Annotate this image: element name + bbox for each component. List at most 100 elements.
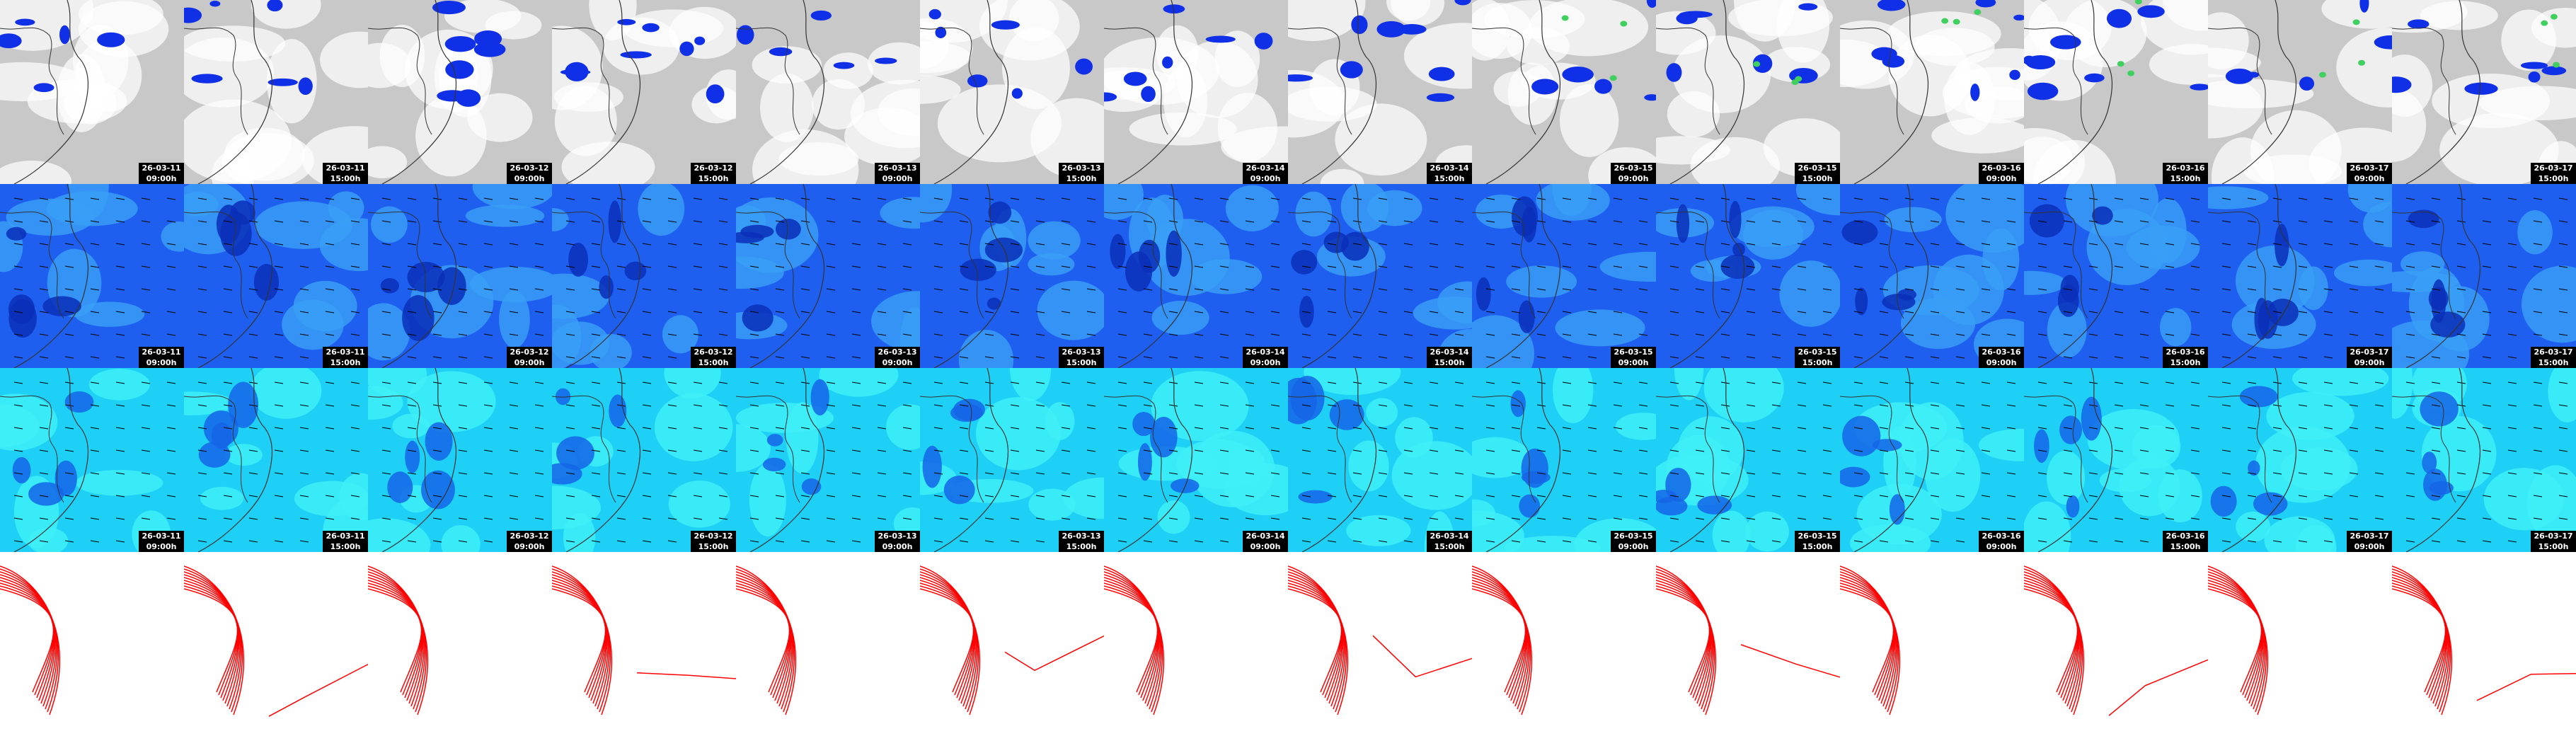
wind-barb [2482, 265, 2492, 268]
field-patch [668, 481, 730, 528]
wind-barb [2088, 472, 2098, 475]
wind-barb [1669, 311, 1679, 314]
wind-barb [2006, 427, 2016, 430]
wind-barb [458, 311, 468, 314]
wind-barb [902, 472, 912, 475]
map-image [2208, 565, 2269, 715]
border [1840, 27, 1904, 135]
rain-cell [1871, 47, 1897, 61]
wind-barb [1930, 449, 1940, 452]
wind-barb [2323, 265, 2333, 268]
wind-barb [2139, 311, 2149, 314]
coastline [1301, 368, 1377, 552]
cloud [1690, 137, 1781, 184]
rain-cell [97, 32, 125, 47]
wind-barb [1010, 449, 1020, 452]
wind-barb [299, 404, 309, 407]
wind-barb [1301, 472, 1311, 475]
wind-barb [2374, 311, 2384, 314]
wind-barb [2063, 517, 2073, 520]
wind-barb [274, 517, 284, 520]
wind-barb [1613, 243, 1623, 246]
wind-barb [13, 243, 23, 246]
label-date: 26-03-13 [1062, 531, 1101, 541]
wind-barb [2405, 197, 2415, 200]
wind-barb [90, 472, 100, 475]
wind-barb [197, 220, 207, 223]
wind-barb [2006, 381, 2016, 384]
wind-barb [1930, 288, 1940, 291]
wind-barb [2482, 517, 2492, 520]
wind-barb [1403, 197, 1413, 200]
wind-barb [718, 404, 728, 407]
wind-barb [1720, 427, 1730, 430]
wind-barb [2405, 243, 2415, 246]
border [2024, 395, 2088, 503]
rain-cell [432, 1, 466, 15]
wind-barb [381, 197, 391, 200]
wind-barb [1061, 265, 1071, 268]
wind-barb [274, 265, 284, 268]
label-date: 26-03-13 [875, 715, 920, 725]
wind-barb [1955, 356, 1965, 359]
wind-barb [2323, 288, 2333, 291]
map-image [736, 368, 920, 552]
wind-barb [2558, 288, 2568, 291]
wind-barb [2139, 265, 2149, 268]
wind-barb [1879, 311, 1889, 314]
border [0, 395, 64, 503]
wind-barb [2405, 404, 2415, 407]
wind-barb [1771, 404, 1781, 407]
border [552, 211, 616, 319]
wind-barb [1904, 472, 1914, 475]
wind-barb [1955, 197, 1965, 200]
wind-barb [1378, 356, 1388, 359]
contour [1104, 577, 1160, 704]
label-date: 26-03-16 [1979, 715, 2024, 725]
border [2208, 27, 2272, 135]
wind-barb [2533, 333, 2543, 336]
field-patch [225, 444, 263, 466]
wind-barb [248, 333, 258, 336]
wind-barb [1746, 220, 1756, 223]
map-image [1288, 0, 1472, 184]
wind-barb [1245, 495, 1255, 498]
field-patch [1472, 437, 1531, 478]
rain-cell [1254, 33, 1273, 50]
wind-barb [2114, 243, 2124, 246]
cloud [320, 31, 368, 88]
wind-barb [1143, 540, 1153, 543]
cloud [2531, 8, 2576, 48]
field-patch [556, 436, 594, 470]
wind-barb [2247, 472, 2257, 475]
wind-barb [642, 540, 652, 543]
wind-barb [1562, 427, 1572, 430]
wind-barb [1695, 288, 1705, 291]
field-patch [2034, 429, 2049, 463]
wind-barb [39, 495, 49, 498]
wind-barb [90, 517, 100, 520]
label-time: 09:00h [514, 542, 545, 551]
wind-barb [2482, 495, 2492, 498]
wind-barb [1086, 288, 1096, 291]
wind-barb [1352, 311, 1362, 314]
wind-barb [2323, 311, 2333, 314]
rain-core [2127, 70, 2135, 76]
wind-barb [1429, 404, 1439, 407]
label-time: 09:00h [1986, 358, 2017, 367]
wind-barb [1010, 243, 1020, 246]
wind-barb [1035, 220, 1045, 223]
field-patch [441, 525, 481, 552]
rain-cell [444, 35, 476, 52]
wind-barb [1771, 265, 1781, 268]
map-image [2024, 184, 2200, 368]
rain-cell [928, 8, 941, 20]
wind-barb [1879, 333, 1889, 336]
wind-barb [1429, 449, 1439, 452]
wind-barb [1429, 220, 1439, 223]
wind-barb [1562, 540, 1572, 543]
cloud [554, 86, 617, 156]
